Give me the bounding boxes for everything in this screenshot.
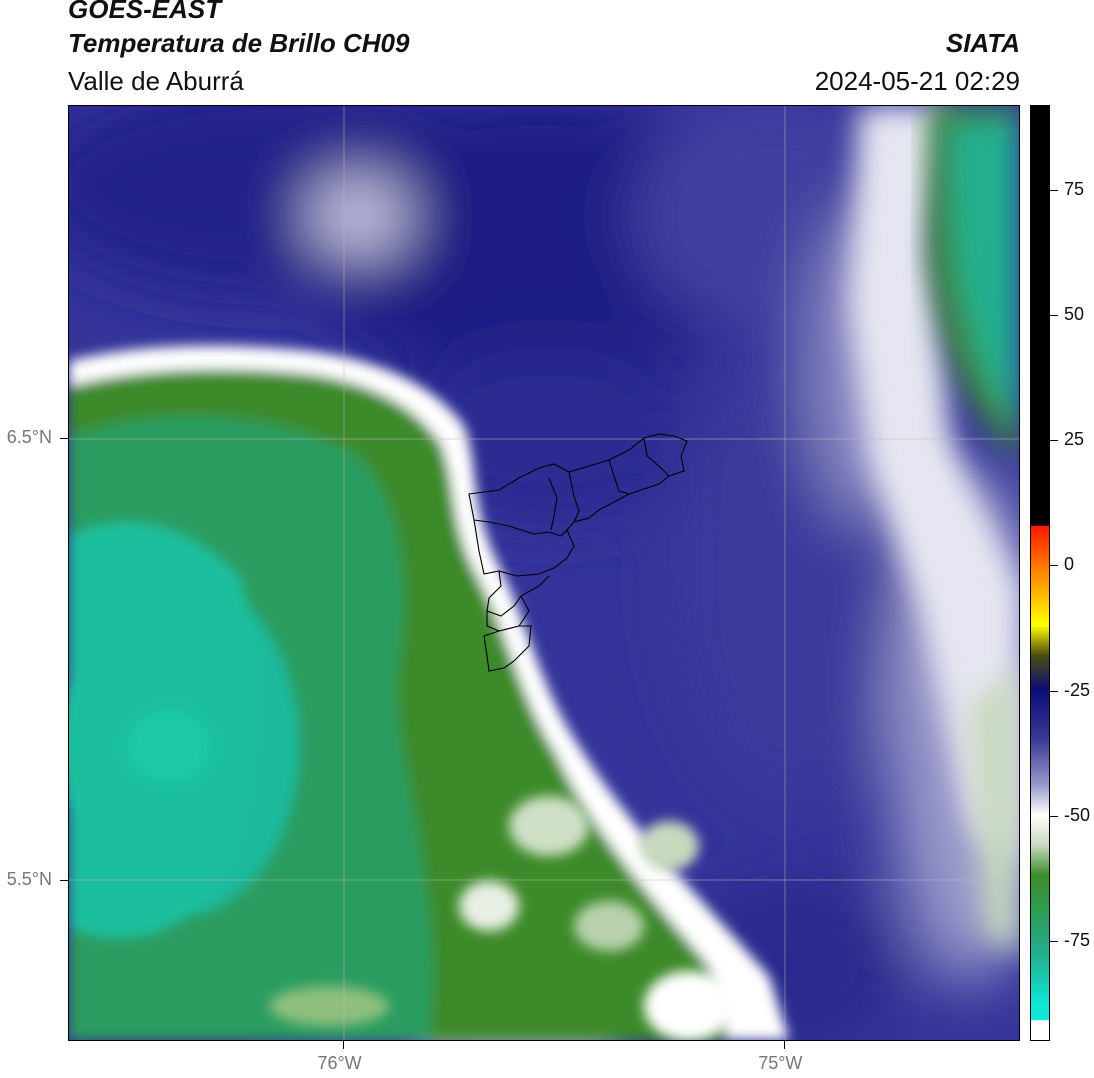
longitude-label: 76°W xyxy=(317,1053,362,1073)
clear-sky-west xyxy=(69,345,789,1040)
colorbar-tick-label: 75 xyxy=(1064,179,1085,200)
colorbar-tick-label: 50 xyxy=(1064,304,1085,325)
longitude-tick xyxy=(343,1041,345,1049)
colorbar-tick xyxy=(1050,190,1058,192)
agency-label: SIATA xyxy=(945,28,1020,58)
colorbar-tick xyxy=(1050,940,1058,942)
satellite-title: GOES-EAST xyxy=(68,0,222,24)
municipal-boundaries xyxy=(468,433,688,672)
longitude-tick xyxy=(784,1041,786,1049)
colorbar-tick xyxy=(1050,690,1058,692)
graticule xyxy=(69,106,1019,1040)
latitude-label: 6.5°N xyxy=(6,427,52,448)
region-subtitle: Valle de Aburrá xyxy=(68,66,244,96)
colorbar-tick-label: -50 xyxy=(1064,804,1091,825)
clear-sky-east xyxy=(929,106,1019,956)
colorbar-tick xyxy=(1050,815,1058,817)
colorbar-tick-label: -75 xyxy=(1064,929,1091,950)
colorbar-tick xyxy=(1050,440,1058,442)
colorbar xyxy=(1030,105,1050,1041)
colorbar-tick-label: -25 xyxy=(1064,679,1091,700)
colorbar-tick xyxy=(1050,565,1058,567)
brightness-temperature-map[interactable] xyxy=(68,105,1020,1041)
longitude-label: 75°W xyxy=(758,1053,803,1073)
colorbar-tick-label: 25 xyxy=(1064,429,1085,450)
latitude-tick xyxy=(60,879,68,881)
product-title: Temperatura de Brillo CH09 xyxy=(68,28,410,58)
latitude-label: 5.5°N xyxy=(6,868,52,889)
colorbar-tick xyxy=(1050,315,1058,317)
datetime-label: 2024-05-21 02:29 xyxy=(814,66,1020,96)
latitude-tick xyxy=(60,438,68,440)
colorbar-tick-label: 0 xyxy=(1064,554,1075,575)
broken-clouds-south xyxy=(269,796,734,1040)
